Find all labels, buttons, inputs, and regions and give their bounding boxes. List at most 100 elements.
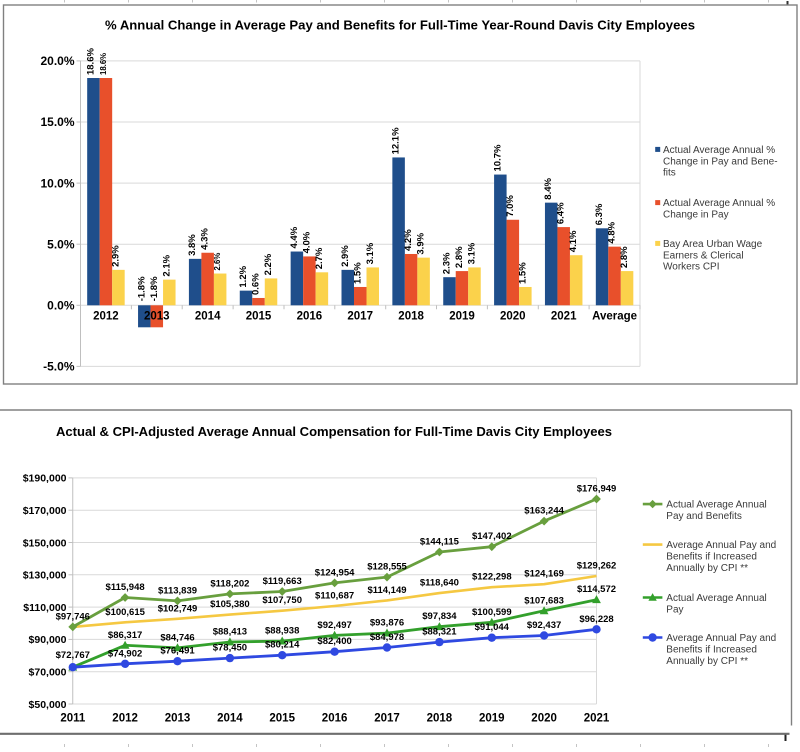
svg-text:$91,044: $91,044 <box>475 622 510 633</box>
svg-text:$76,491: $76,491 <box>160 646 195 657</box>
svg-text:10.0%: 10.0% <box>40 176 74 190</box>
svg-text:0.0%: 0.0% <box>47 299 75 313</box>
svg-text:Actual Average Annual %: Actual Average Annual % <box>663 145 775 156</box>
svg-text:$70,000: $70,000 <box>29 667 67 679</box>
svg-text:Average: Average <box>592 311 637 323</box>
svg-text:Change in Pay: Change in Pay <box>663 210 729 221</box>
svg-text:Average Annual Pay and: Average Annual Pay and <box>666 633 776 644</box>
svg-text:2019: 2019 <box>449 311 475 323</box>
svg-text:$92,497: $92,497 <box>317 620 351 631</box>
svg-text:2018: 2018 <box>398 311 424 323</box>
svg-text:4.3%: 4.3% <box>200 228 211 250</box>
svg-text:$163,244: $163,244 <box>524 506 564 517</box>
svg-text:2014: 2014 <box>217 713 243 725</box>
svg-text:18.6%: 18.6% <box>85 48 96 75</box>
svg-text:2012: 2012 <box>93 311 119 323</box>
svg-text:2.2%: 2.2% <box>263 253 274 275</box>
svg-text:1.5%: 1.5% <box>352 262 363 284</box>
svg-text:$144,115: $144,115 <box>420 537 460 548</box>
svg-text:2021: 2021 <box>584 713 610 725</box>
svg-text:4.2%: 4.2% <box>403 229 414 251</box>
svg-text:$147,402: $147,402 <box>472 531 512 542</box>
svg-text:Actual Average Annual: Actual Average Annual <box>666 500 766 511</box>
svg-text:2011: 2011 <box>60 713 86 725</box>
svg-text:Average Annual Pay and: Average Annual Pay and <box>666 540 776 551</box>
svg-text:6.4%: 6.4% <box>556 202 567 224</box>
svg-text:$115,948: $115,948 <box>106 582 145 593</box>
svg-text:4.0%: 4.0% <box>301 231 312 253</box>
svg-text:$88,413: $88,413 <box>213 627 247 638</box>
svg-text:$88,321: $88,321 <box>422 627 457 638</box>
svg-text:2.1%: 2.1% <box>161 254 172 276</box>
svg-text:Actual Average Annual %: Actual Average Annual % <box>663 198 775 209</box>
svg-text:2017: 2017 <box>374 713 400 725</box>
svg-text:2013: 2013 <box>144 311 170 323</box>
svg-text:$129,262: $129,262 <box>577 561 617 572</box>
svg-text:Actual & CPI-Adjusted Average: Actual & CPI-Adjusted Average Annual Com… <box>56 425 612 439</box>
svg-text:$86,317: $86,317 <box>108 630 142 641</box>
svg-text:$107,683: $107,683 <box>524 595 564 606</box>
svg-text:$130,000: $130,000 <box>23 570 67 582</box>
svg-text:$107,750: $107,750 <box>262 595 302 606</box>
svg-text:$124,169: $124,169 <box>524 569 564 580</box>
svg-text:$92,437: $92,437 <box>527 620 561 631</box>
svg-text:4.1%: 4.1% <box>568 230 579 252</box>
svg-text:3.8%: 3.8% <box>187 234 198 256</box>
svg-text:Earners & Clerical: Earners & Clerical <box>663 250 744 261</box>
svg-text:$90,000: $90,000 <box>29 634 67 646</box>
svg-text:-1.8%: -1.8% <box>136 276 147 301</box>
svg-text:$82,400: $82,400 <box>317 636 351 647</box>
svg-text:$110,687: $110,687 <box>315 591 354 602</box>
svg-text:-1.8%: -1.8% <box>149 276 160 301</box>
svg-text:-5.0%: -5.0% <box>43 360 75 374</box>
svg-text:$93,876: $93,876 <box>370 618 404 629</box>
svg-text:15.0%: 15.0% <box>40 115 74 129</box>
svg-text:% Annual Change in Average Pay: % Annual Change in Average Pay and Benef… <box>105 19 695 33</box>
svg-text:Pay and Benefits: Pay and Benefits <box>666 511 742 522</box>
svg-text:fits: fits <box>663 168 676 179</box>
svg-text:$50,000: $50,000 <box>29 699 67 711</box>
svg-text:Bay Area Urban Wage: Bay Area Urban Wage <box>663 239 763 250</box>
svg-text:$84,746: $84,746 <box>160 632 194 643</box>
svg-text:$118,202: $118,202 <box>210 578 249 589</box>
svg-text:5.0%: 5.0% <box>47 237 75 251</box>
svg-text:2.3%: 2.3% <box>442 252 453 274</box>
svg-text:$78,450: $78,450 <box>213 643 247 654</box>
svg-text:3.1%: 3.1% <box>467 242 478 264</box>
svg-text:$124,954: $124,954 <box>315 567 355 578</box>
svg-text:2015: 2015 <box>269 713 295 725</box>
svg-text:$113,839: $113,839 <box>158 585 197 596</box>
svg-text:$122,298: $122,298 <box>472 572 512 583</box>
svg-text:4.8%: 4.8% <box>607 221 618 243</box>
svg-text:2020: 2020 <box>531 713 557 725</box>
svg-text:$114,149: $114,149 <box>367 585 406 596</box>
svg-text:2014: 2014 <box>195 311 221 323</box>
svg-text:2.9%: 2.9% <box>110 245 121 267</box>
svg-text:$100,615: $100,615 <box>105 607 145 618</box>
svg-text:$128,555: $128,555 <box>367 562 407 573</box>
svg-text:Actual Average Annual: Actual Average Annual <box>666 593 766 604</box>
svg-text:$102,749: $102,749 <box>158 603 198 614</box>
svg-text:$72,767: $72,767 <box>56 650 90 661</box>
svg-text:6.3%: 6.3% <box>594 203 605 225</box>
svg-text:$97,746: $97,746 <box>56 611 90 622</box>
svg-text:Change in Pay and Bene-: Change in Pay and Bene- <box>663 156 778 167</box>
svg-text:2015: 2015 <box>246 311 272 323</box>
svg-text:7.0%: 7.0% <box>505 195 516 217</box>
svg-text:3.9%: 3.9% <box>416 232 427 254</box>
svg-text:2016: 2016 <box>297 311 323 323</box>
svg-text:1.2%: 1.2% <box>238 265 249 287</box>
svg-text:18.6%: 18.6% <box>99 53 108 75</box>
svg-text:2.8%: 2.8% <box>619 246 630 268</box>
svg-text:4.4%: 4.4% <box>289 226 300 248</box>
svg-text:$100,599: $100,599 <box>472 607 512 618</box>
svg-text:$105,380: $105,380 <box>210 599 250 610</box>
svg-text:$97,834: $97,834 <box>422 611 457 622</box>
svg-text:$96,228: $96,228 <box>579 614 613 625</box>
svg-text:$88,938: $88,938 <box>265 626 299 637</box>
svg-text:2021: 2021 <box>551 311 577 323</box>
svg-text:Benefits if Increased: Benefits if Increased <box>666 644 757 655</box>
svg-text:$190,000: $190,000 <box>23 473 67 485</box>
svg-text:12.1%: 12.1% <box>391 127 402 154</box>
svg-text:2017: 2017 <box>347 311 373 323</box>
